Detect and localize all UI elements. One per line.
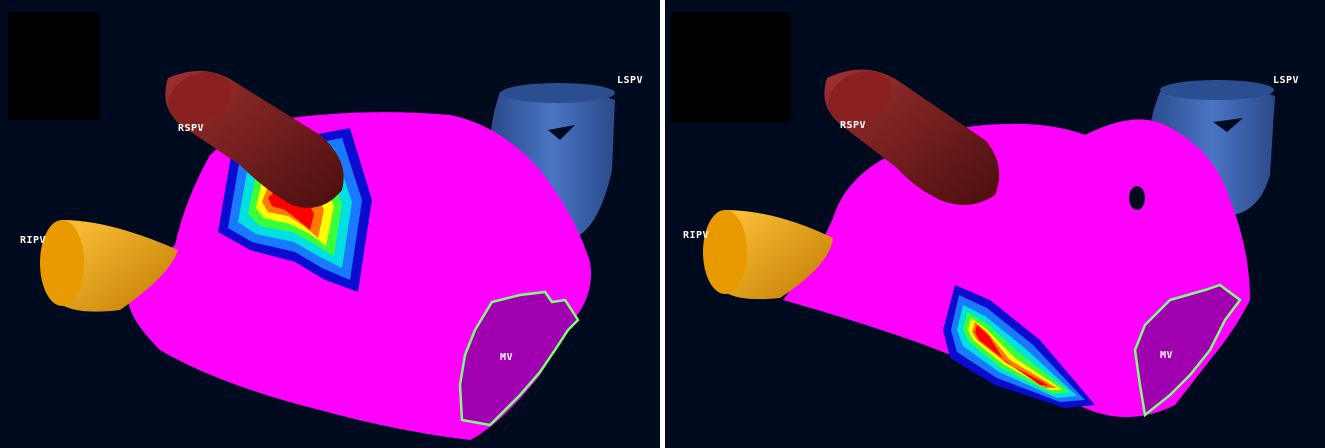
activation-hotspot: [943, 285, 1095, 408]
right-map-panel: RSPV LSPV RIPV MV: [665, 0, 1325, 448]
mv-label: MV: [500, 352, 514, 363]
mv-label: MV: [1160, 350, 1174, 361]
lspv-label: LSPV: [617, 75, 644, 86]
ripv-label: RIPV: [20, 235, 47, 246]
ripv-label: RIPV: [683, 230, 710, 241]
corner-block: [8, 12, 100, 120]
mitral-valve-outline: [458, 290, 580, 427]
corner-block: [671, 12, 791, 122]
left-3d-map: [40, 70, 615, 440]
chamber-hole: [1129, 186, 1145, 210]
left-map-panel: RSPV LSPV RIPV MV: [0, 0, 660, 448]
ripv-vessel: [40, 220, 178, 312]
panel-divider: [660, 0, 665, 448]
rspv-vessel: [165, 70, 344, 208]
rspv-label: RSPV: [178, 123, 205, 134]
rspv-vessel: [824, 69, 1000, 205]
right-3d-map: [703, 69, 1275, 418]
rspv-label: RSPV: [840, 120, 867, 131]
mitral-valve-outline: [1133, 283, 1242, 418]
lspv-label: LSPV: [1273, 75, 1300, 86]
ripv-vessel: [703, 210, 833, 300]
